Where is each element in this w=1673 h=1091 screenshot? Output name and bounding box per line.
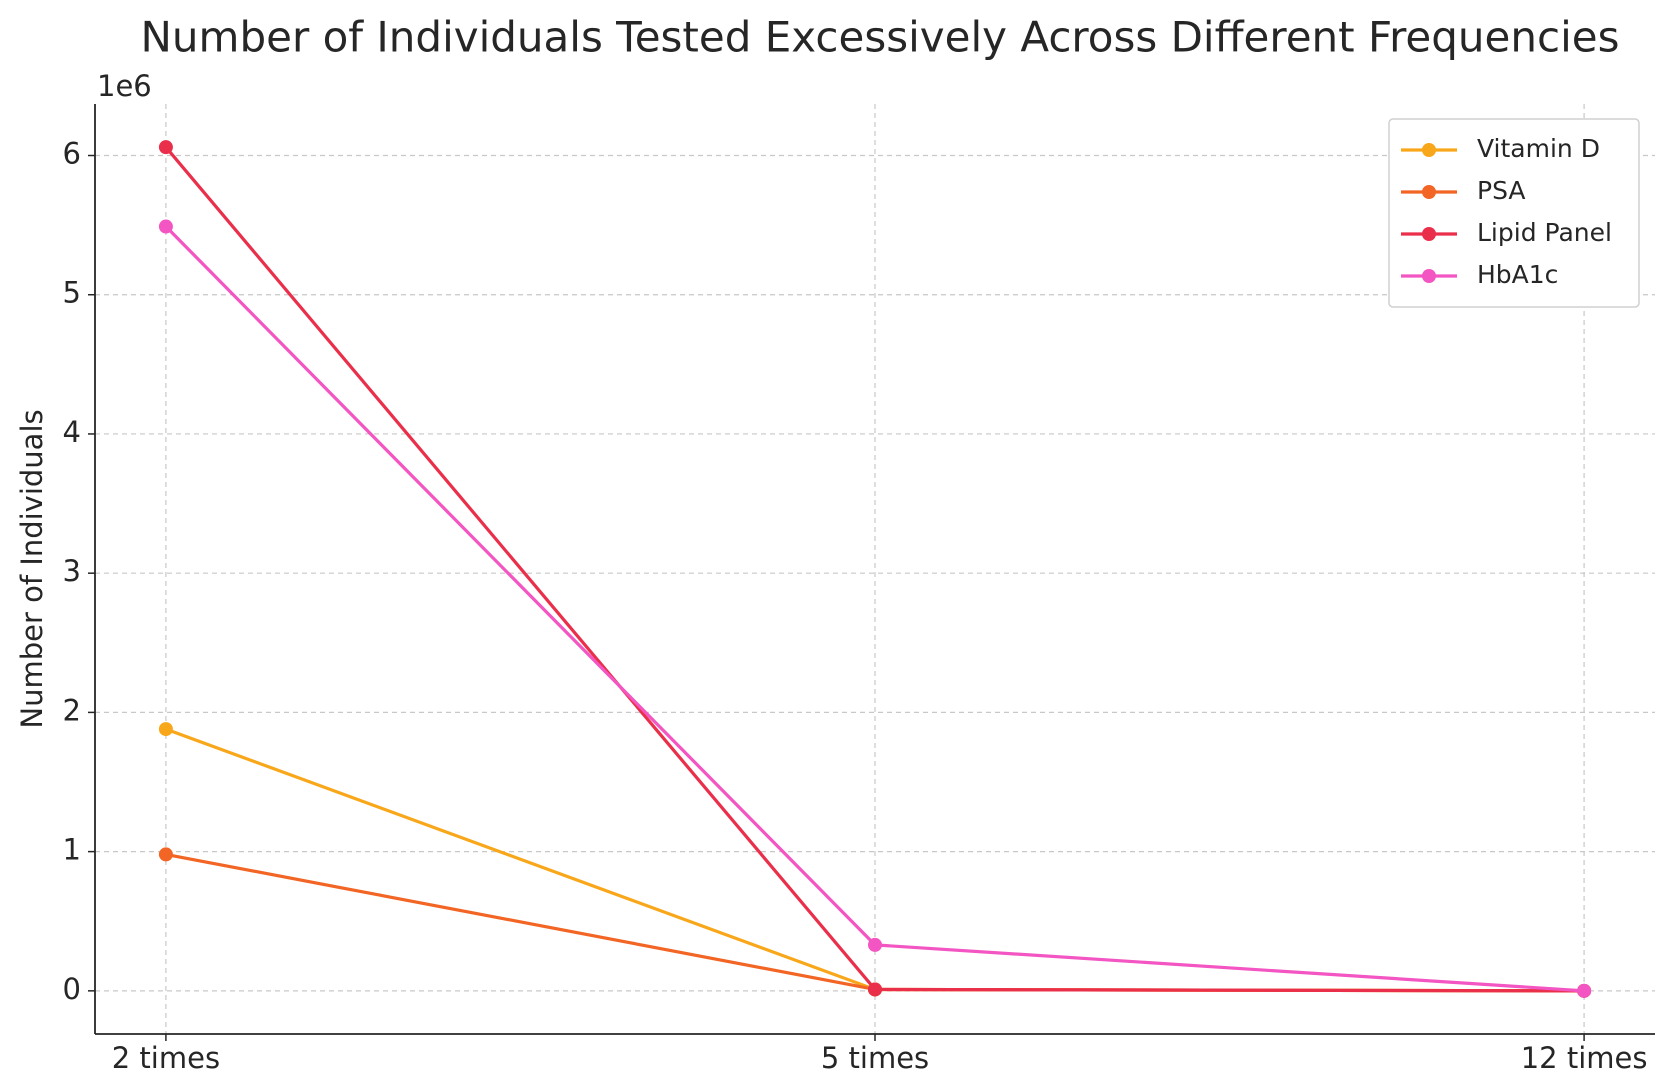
x-tick-label: 12 times: [1521, 1041, 1648, 1075]
legend-label: PSA: [1477, 176, 1526, 205]
y-tick-label: 2: [63, 693, 81, 727]
legend-label: HbA1c: [1477, 260, 1558, 289]
y-tick-label: 1: [63, 833, 81, 867]
point: [1577, 983, 1592, 998]
point: [868, 982, 882, 997]
legend-frame: [1388, 118, 1640, 308]
y-axis-label: Number of Individuals: [15, 409, 49, 728]
y-tick-label: 3: [63, 554, 81, 588]
point: [868, 937, 882, 952]
point: [158, 219, 173, 234]
point: [158, 140, 173, 155]
x-tick-label: 5 times: [821, 1041, 929, 1075]
x-tick-label: 2 times: [112, 1041, 220, 1075]
y-tick-label: 6: [63, 137, 81, 171]
point: [158, 847, 173, 862]
legend-label: Vitamin D: [1477, 134, 1600, 163]
y-tick-label: 5: [63, 276, 81, 310]
y-tick-label: 0: [63, 972, 81, 1006]
legend-marker: [1422, 269, 1436, 283]
legend-marker: [1422, 143, 1436, 157]
legend-marker: [1422, 185, 1436, 199]
legend: Vitamin D PSA Lipid Panel HbA1c: [1388, 118, 1640, 308]
y-tick-label: 4: [63, 415, 81, 449]
chart-title: Number of Individuals Tested Excessively…: [141, 13, 1620, 62]
legend-marker: [1422, 227, 1436, 241]
legend-label: Lipid Panel: [1477, 218, 1612, 247]
point: [158, 722, 173, 737]
y-offset-label: 1e6: [97, 69, 152, 103]
